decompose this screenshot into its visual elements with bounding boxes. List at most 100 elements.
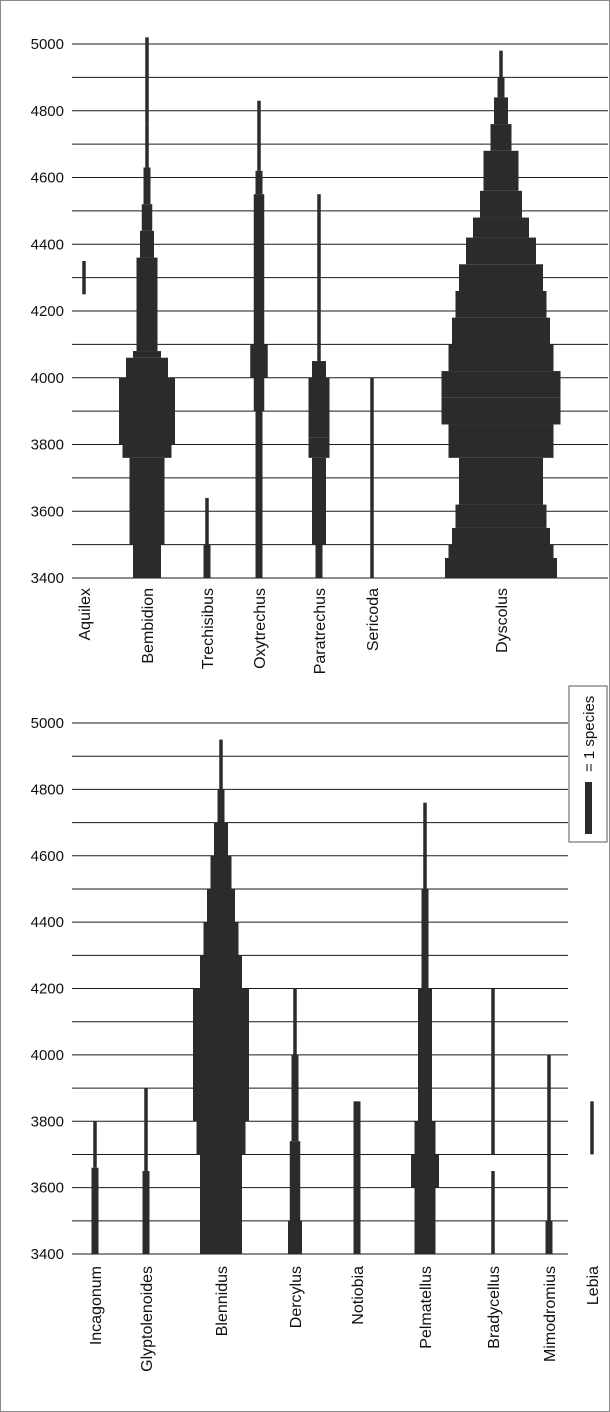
species-range-bar bbox=[207, 888, 235, 923]
genus-label: Aquilex bbox=[77, 588, 94, 640]
species-range-bar bbox=[448, 344, 554, 372]
species-range-bar bbox=[312, 457, 326, 545]
species-range-bar bbox=[119, 377, 175, 445]
species-range-bar bbox=[441, 371, 561, 398]
genus-profile: Bembidion bbox=[119, 37, 175, 664]
species-range-bar bbox=[452, 527, 550, 545]
species-range-bar bbox=[136, 257, 158, 352]
species-range-bar bbox=[205, 497, 209, 545]
genus-profile: Notiobia bbox=[350, 1101, 367, 1325]
species-range-bar bbox=[421, 888, 429, 989]
y-axis-ticks: 3400 3600 3800 4000 4200 4400 4600 4800 5000 bbox=[31, 715, 64, 1263]
genus-label: Blennidus bbox=[214, 1266, 231, 1336]
species-range-bar bbox=[217, 789, 225, 823]
species-range-bar bbox=[445, 557, 557, 578]
genus-label: Incagonum bbox=[88, 1266, 105, 1345]
species-range-bar bbox=[494, 97, 508, 125]
genus-profile: Sericoda bbox=[365, 377, 382, 651]
genus-label: Glyptolenoides bbox=[139, 1266, 156, 1372]
y-tick-label: 3800 bbox=[31, 437, 64, 454]
species-range-bar bbox=[250, 344, 268, 378]
species-range-bar bbox=[353, 1101, 361, 1254]
species-range-bar bbox=[145, 124, 149, 168]
species-range-bar bbox=[483, 150, 519, 191]
genus-label: Dyscolus bbox=[494, 588, 511, 653]
species-range-bar bbox=[126, 357, 168, 378]
species-range-bar bbox=[459, 264, 543, 291]
species-range-bar bbox=[473, 217, 529, 238]
genus-label: Notiobia bbox=[350, 1266, 367, 1325]
species-range-bar bbox=[411, 1154, 439, 1188]
species-range-bar bbox=[200, 1154, 242, 1254]
legend: = 1 species bbox=[568, 685, 608, 843]
species-range-bar bbox=[499, 50, 503, 78]
y-tick-label: 3800 bbox=[31, 1113, 64, 1130]
species-range-bar bbox=[315, 544, 323, 578]
species-range-bar bbox=[214, 822, 228, 856]
genus-label: Paratrechus bbox=[312, 588, 329, 674]
genus-profile: Dyscolus bbox=[441, 50, 561, 653]
species-range-bar bbox=[459, 457, 543, 505]
species-range-bar bbox=[203, 922, 239, 956]
genus-profile: Paratrechus bbox=[308, 194, 330, 674]
genus-label: Lebia bbox=[585, 1266, 602, 1305]
y-tick-label: 4400 bbox=[31, 914, 64, 931]
species-range-bar bbox=[82, 260, 86, 295]
genus-profile: Aquilex bbox=[77, 260, 94, 640]
genus-profile: Dercylus bbox=[288, 988, 305, 1328]
species-range-bar bbox=[414, 1121, 436, 1155]
genus-label: Trechisibus bbox=[200, 588, 217, 669]
species-range-bar bbox=[455, 504, 547, 528]
y-tick-label: 5000 bbox=[31, 715, 64, 732]
y-tick-label: 4000 bbox=[31, 1047, 64, 1064]
genus-label: Dercylus bbox=[288, 1266, 305, 1328]
genus-profile: Pelmatellus bbox=[411, 802, 439, 1349]
species-range-bar bbox=[418, 988, 432, 1122]
species-range-bar bbox=[312, 361, 326, 378]
species-range-bar bbox=[289, 1141, 301, 1221]
legend-species-bar bbox=[585, 782, 592, 834]
y-tick-label: 4600 bbox=[31, 170, 64, 187]
genus-profile: Bradycellus bbox=[486, 988, 503, 1349]
species-range-bar bbox=[448, 544, 554, 558]
species-range-bar bbox=[196, 1121, 246, 1155]
species-range-bar bbox=[257, 100, 261, 171]
species-range-bar bbox=[590, 1101, 594, 1155]
species-range-bar bbox=[288, 1220, 302, 1254]
genus-label: Bradycellus bbox=[486, 1266, 503, 1349]
genus-profile: Glyptolenoides bbox=[139, 1088, 156, 1372]
y-tick-label: 4200 bbox=[31, 981, 64, 998]
species-range-bar bbox=[370, 377, 374, 578]
species-range-bar bbox=[129, 457, 165, 545]
y-tick-label: 4600 bbox=[31, 848, 64, 865]
legend-label: = 1 species bbox=[581, 696, 598, 772]
y-axis-ticks: 3400 3600 3800 4000 4200 4400 4600 4800 5000 bbox=[31, 36, 64, 587]
species-range-bar bbox=[255, 411, 263, 578]
species-range-bar bbox=[293, 988, 297, 1055]
genus-label: Oxytrechus bbox=[252, 588, 269, 669]
species-range-bar bbox=[122, 444, 172, 458]
genus-profile: Lebia bbox=[585, 1101, 602, 1305]
species-range-bar bbox=[219, 739, 223, 790]
species-range-bar bbox=[317, 194, 321, 362]
y-tick-label: 4200 bbox=[31, 303, 64, 320]
y-tick-label: 3400 bbox=[31, 570, 64, 587]
genus-profile: Mimodromius bbox=[542, 1054, 559, 1362]
y-tick-label: 3600 bbox=[31, 1180, 64, 1197]
genus-profile: Blennidus bbox=[193, 739, 249, 1336]
species-range-bar bbox=[497, 77, 505, 98]
species-range-bar bbox=[491, 988, 495, 1155]
species-range-bar bbox=[414, 1187, 436, 1254]
species-range-bar bbox=[200, 955, 242, 989]
genus-label: Mimodromius bbox=[542, 1266, 559, 1362]
species-range-bar bbox=[480, 190, 522, 218]
species-range-bar bbox=[491, 1171, 495, 1254]
y-tick-label: 5000 bbox=[31, 36, 64, 53]
species-range-bar bbox=[308, 437, 330, 458]
species-range-bar bbox=[144, 1088, 148, 1172]
genus-profile: Incagonum bbox=[88, 1121, 105, 1345]
species-range-bar bbox=[193, 988, 249, 1122]
species-range-bar bbox=[253, 377, 265, 412]
y-tick-label: 4400 bbox=[31, 236, 64, 253]
